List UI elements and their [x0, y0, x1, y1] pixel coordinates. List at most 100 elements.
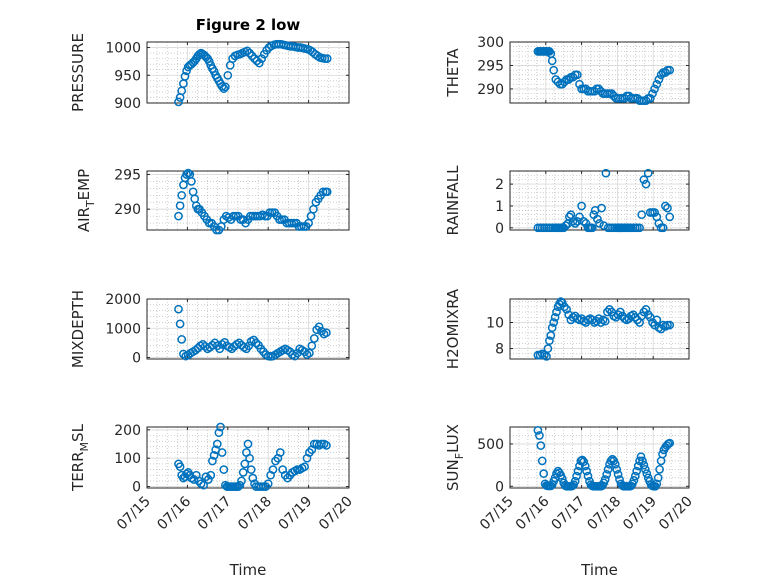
- data-point: [557, 79, 567, 89]
- data-point: [568, 216, 578, 226]
- data-point: [177, 335, 187, 344]
- y-axis-label: PRESSURE: [69, 33, 87, 112]
- subplot-theta: 290 295 300 THETA: [444, 35, 690, 106]
- data-point: [223, 70, 233, 80]
- data-point: [579, 216, 589, 226]
- data-point: [180, 72, 190, 81]
- data-point: [661, 201, 670, 211]
- data-point: [546, 331, 556, 340]
- data-point: [212, 439, 222, 449]
- data-point: [641, 96, 651, 106]
- data-point: [590, 86, 599, 96]
- data-point: [572, 471, 581, 481]
- data-point: [177, 190, 187, 200]
- y-tick-label: 1000: [105, 41, 141, 57]
- data-point: [539, 469, 549, 478]
- data-point: [189, 475, 199, 484]
- y-tick-label: 2: [495, 177, 504, 193]
- data-point: [663, 203, 672, 213]
- data-point: [217, 448, 227, 457]
- data-point: [208, 340, 217, 350]
- y-axis-label: H2OMIXRA: [444, 288, 462, 369]
- y-tick-label: 0: [495, 221, 504, 237]
- y-tick-label: 1: [495, 199, 504, 215]
- data-point: [254, 58, 264, 68]
- data-point: [564, 75, 574, 84]
- data-point: [542, 352, 551, 361]
- data-point: [655, 465, 664, 474]
- data-point: [318, 187, 328, 197]
- data-point: [583, 471, 593, 481]
- data-point: [636, 452, 646, 462]
- data-point: [570, 476, 580, 486]
- subplot-air_temp: 290 295 AIRTEMP: [75, 167, 350, 235]
- data-point: [601, 168, 611, 178]
- data-point: [652, 479, 662, 489]
- subplot-h2omixra: 8 10 H2OMIXRA: [444, 288, 690, 369]
- data-point: [243, 439, 253, 449]
- data-point: [553, 77, 563, 87]
- data-point: [593, 214, 602, 224]
- data-point: [322, 54, 332, 63]
- y-tick-label: 300: [477, 35, 504, 51]
- y-axis-label: AIRTEMP: [75, 169, 97, 232]
- data-point: [214, 428, 224, 438]
- data-point: [612, 465, 622, 474]
- data-point: [244, 341, 254, 351]
- data-point: [642, 469, 652, 478]
- y-tick-label: 1000: [105, 321, 141, 337]
- axes-box: [509, 298, 690, 360]
- data-point: [204, 475, 213, 484]
- data-point: [221, 82, 230, 92]
- data-point: [641, 305, 651, 314]
- y-tick-label: 295: [477, 58, 504, 74]
- y-tick-label: 0: [132, 351, 141, 367]
- data-point: [665, 65, 675, 75]
- y-tick-label: 290: [477, 82, 504, 98]
- data-point: [240, 459, 250, 469]
- data-point: [570, 219, 580, 228]
- data-point: [547, 323, 557, 333]
- data-point: [314, 322, 324, 332]
- data-point: [630, 471, 640, 481]
- data-point: [595, 219, 604, 228]
- data-point: [600, 316, 610, 326]
- data-point: [187, 177, 196, 186]
- data-point: [533, 426, 543, 435]
- axes-box: [509, 170, 690, 231]
- data-point: [219, 84, 229, 93]
- data-point: [620, 93, 629, 103]
- data-point: [536, 441, 546, 450]
- data-point: [605, 305, 614, 314]
- data-point: [234, 338, 244, 348]
- axes-box: [146, 298, 350, 360]
- axes-box: [146, 170, 350, 231]
- data-point: [545, 336, 554, 346]
- data-point: [215, 344, 225, 354]
- data-point: [175, 201, 185, 211]
- subplot-rainfall: 0 1 2 RAINFALL: [444, 165, 690, 237]
- data-point: [639, 460, 649, 470]
- data-point: [632, 466, 642, 476]
- data-point: [248, 473, 258, 483]
- data-point: [322, 441, 331, 450]
- data-point: [607, 89, 617, 98]
- data-point: [552, 307, 561, 317]
- data-point: [252, 56, 262, 66]
- data-point: [322, 187, 332, 197]
- data-point: [257, 54, 267, 63]
- data-point: [560, 302, 569, 312]
- y-axis-label: RAINFALL: [444, 165, 462, 236]
- data-point: [580, 461, 590, 471]
- data-point: [597, 203, 606, 213]
- data-point: [551, 75, 561, 84]
- data-point: [199, 480, 208, 490]
- data-point: [613, 470, 623, 479]
- data-point: [175, 462, 185, 472]
- data-point: [209, 67, 219, 76]
- data-point: [268, 465, 278, 474]
- data-point: [300, 462, 309, 472]
- y-tick-label: 100: [114, 451, 141, 467]
- data-point: [652, 79, 662, 89]
